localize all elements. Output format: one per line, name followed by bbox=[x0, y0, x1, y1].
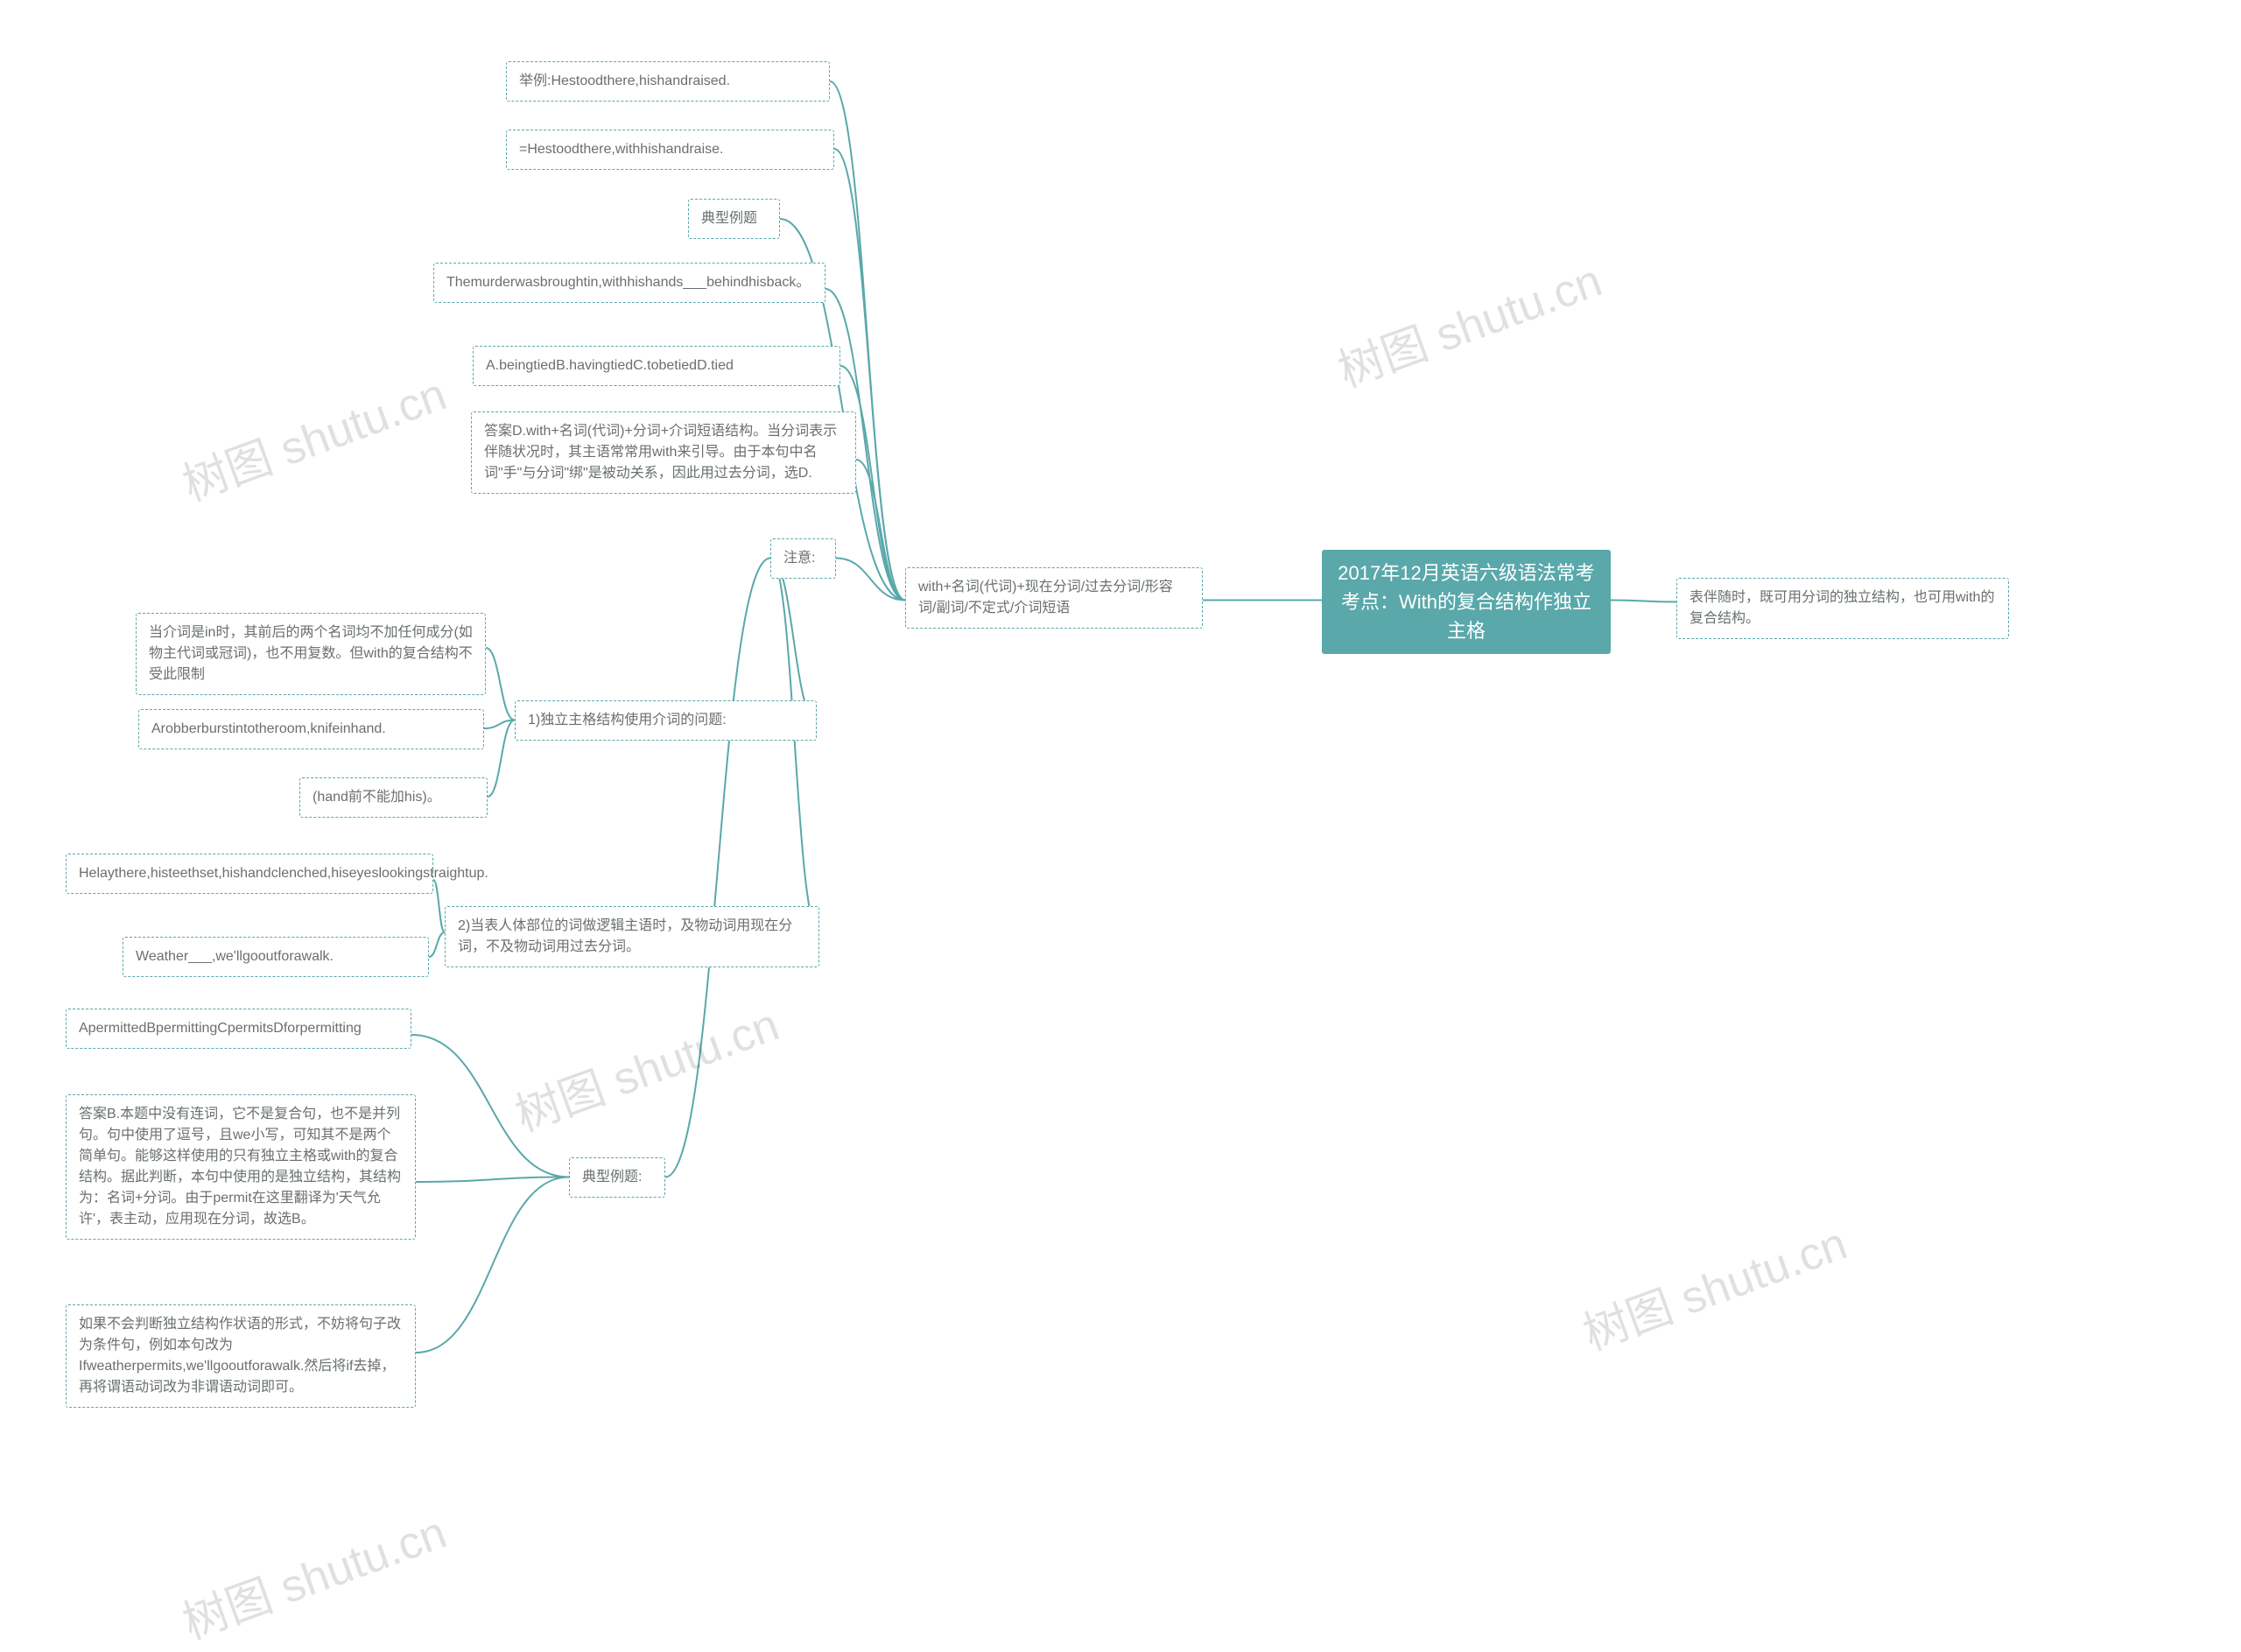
top-leaf-1: =Hestoodthere,withhishandraise. bbox=[506, 130, 834, 170]
right-leaf: 表伴随时，既可用分词的独立结构，也可用with的复合结构。 bbox=[1676, 578, 2009, 639]
note-branch-2: 典型例题: bbox=[569, 1157, 665, 1198]
watermark: 树图 shutu.cn bbox=[172, 1495, 454, 1651]
watermark: 树图 shutu.cn bbox=[1328, 243, 1610, 399]
note-branch-0: 1)独立主格结构使用介词的问题: bbox=[515, 700, 817, 741]
watermark: 树图 shutu.cn bbox=[172, 357, 454, 513]
top-leaf-3: Themurderwasbroughtin,withhishands___beh… bbox=[433, 263, 825, 303]
note-leaf-1-0: Helaythere,histeethset,hishandclenched,h… bbox=[66, 854, 433, 894]
top-leaf-2: 典型例题 bbox=[688, 199, 780, 239]
watermark: 树图 shutu.cn bbox=[505, 988, 787, 1143]
note-leaf-2-0: ApermittedBpermittingCpermitsDforpermitt… bbox=[66, 1009, 411, 1049]
note-leaf-0-2: (hand前不能加his)。 bbox=[299, 777, 488, 818]
note-leaf-2-1: 答案B.本题中没有连词，它不是复合句，也不是并列句。句中使用了逗号，且we小写，… bbox=[66, 1094, 416, 1240]
watermark: 树图 shutu.cn bbox=[1573, 1206, 1855, 1362]
note-leaf-0-0: 当介词是in时，其前后的两个名词均不加任何成分(如物主代词或冠词)，也不用复数。… bbox=[136, 613, 486, 695]
top-leaf-4: A.beingtiedB.havingtiedC.tobetiedD.tied bbox=[473, 346, 840, 386]
note-branch-1: 2)当表人体部位的词做逻辑主语时，及物动词用现在分词，不及物动词用过去分词。 bbox=[445, 906, 819, 967]
note-label: 注意: bbox=[770, 538, 836, 579]
left-branch-node: with+名词(代词)+现在分词/过去分词/形容词/副词/不定式/介词短语 bbox=[905, 567, 1203, 629]
note-leaf-2-2: 如果不会判断独立结构作状语的形式，不妨将句子改为条件句，例如本句改为Ifweat… bbox=[66, 1304, 416, 1408]
note-leaf-1-1: Weather___,we'llgooutforawalk. bbox=[123, 937, 429, 977]
root-node: 2017年12月英语六级语法常考考点：With的复合结构作独立主格 bbox=[1322, 550, 1611, 654]
note-leaf-0-1: Arobberburstintotheroom,knifeinhand. bbox=[138, 709, 484, 749]
top-leaf-5: 答案D.with+名词(代词)+分词+介词短语结构。当分词表示伴随状况时，其主语… bbox=[471, 411, 856, 494]
top-leaf-0: 举例:Hestoodthere,hishandraised. bbox=[506, 61, 830, 102]
